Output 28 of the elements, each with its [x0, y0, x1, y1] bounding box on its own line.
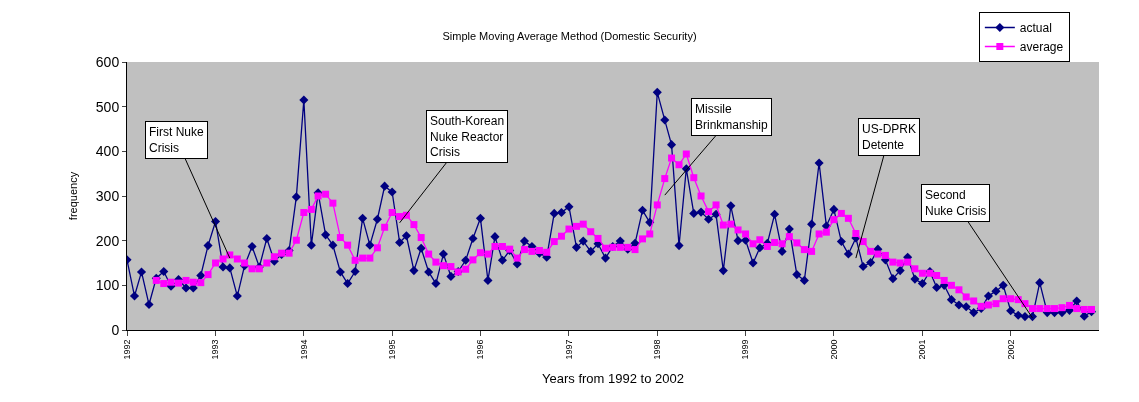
x-tick-label: 1996: [475, 339, 486, 360]
y-tick-label: 200: [95, 232, 120, 249]
x-tick-label: 1994: [298, 339, 309, 360]
x-axis-title: Years from 1992 to 2002: [542, 371, 684, 387]
legend-label: actual: [1019, 21, 1052, 36]
annotation: South-Korean Nuke Reactor Crisis: [430, 114, 505, 160]
x-tick-label: 2001: [917, 339, 928, 360]
x-tick-label: 1997: [563, 339, 574, 360]
x-tick-label: 1999: [740, 339, 751, 360]
y-tick-label: 600: [95, 53, 120, 70]
y-axis-title: frequency: [67, 171, 80, 221]
annotation: Second Nuke Crisis: [925, 188, 987, 218]
x-tick-label: 2002: [1005, 339, 1016, 360]
x-tick-label: 1998: [652, 339, 663, 360]
y-tick-label: 100: [95, 277, 120, 294]
x-tick-label: 1993: [210, 339, 221, 360]
annotation: Missile Brinkmanship: [695, 102, 769, 132]
x-tick-label: 2000: [828, 339, 839, 360]
annotation: US-DPRK Detente: [862, 122, 917, 152]
x-tick-label: 1992: [121, 339, 132, 360]
y-tick-label: 0: [111, 321, 120, 338]
x-tick-label: 1995: [387, 339, 398, 360]
y-tick-label: 500: [95, 98, 120, 115]
annotation: First Nuke Crisis: [149, 125, 204, 155]
legend-label: average: [1019, 40, 1064, 55]
y-tick-label: 400: [95, 143, 120, 160]
chart-title: Simple Moving Average Method (Domestic Security): [442, 30, 697, 43]
y-tick-label: 300: [95, 187, 120, 204]
